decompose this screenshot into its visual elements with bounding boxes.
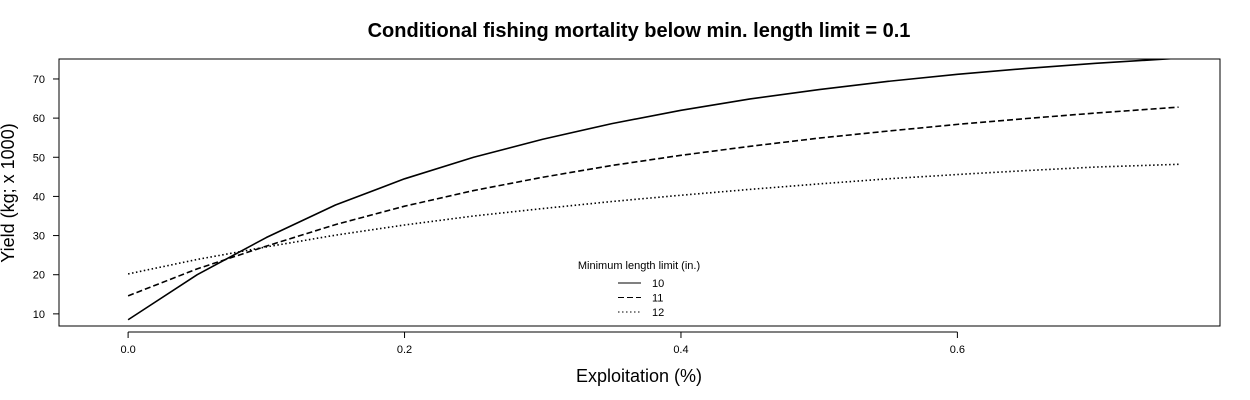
x-tick-label: 0.0 (120, 344, 135, 356)
plot-frame (58, 58, 1221, 327)
y-tick-label: 50 (33, 152, 45, 164)
x-axis: 0.0 0.2 0.4 0.6 (120, 331, 965, 356)
x-tick-label: 0.2 (397, 344, 412, 356)
series-line-11 (127, 106, 1179, 297)
y-tick-label: 70 (33, 74, 45, 86)
series-layer (127, 59, 1179, 321)
x-tick-label: 0.6 (950, 344, 965, 356)
y-tick-label: 40 (33, 191, 45, 203)
series-line-10 (127, 59, 1179, 321)
legend-items: 10 11 12 (618, 278, 664, 319)
x-tick-label: 0.4 (673, 344, 688, 356)
legend: Minimum length limit (in.) 10 11 12 (578, 260, 700, 319)
x-axis-label: Exploitation (%) (576, 366, 702, 386)
chart-title: Conditional fishing mortality below min.… (368, 20, 911, 42)
y-tick-label: 20 (33, 270, 45, 282)
legend-label-11: 11 (652, 293, 663, 305)
y-axis: 10 20 30 40 50 60 70 (33, 74, 60, 321)
legend-title: Minimum length limit (in.) (578, 260, 700, 272)
legend-label-10: 10 (652, 278, 664, 290)
series-line-12 (127, 163, 1179, 275)
y-axis-label: Yield (kg; x 1000) (0, 123, 18, 262)
y-tick-label: 30 (33, 231, 45, 243)
y-tick-label: 60 (33, 113, 45, 125)
y-tick-label: 10 (33, 309, 45, 321)
legend-label-12: 12 (652, 307, 664, 319)
